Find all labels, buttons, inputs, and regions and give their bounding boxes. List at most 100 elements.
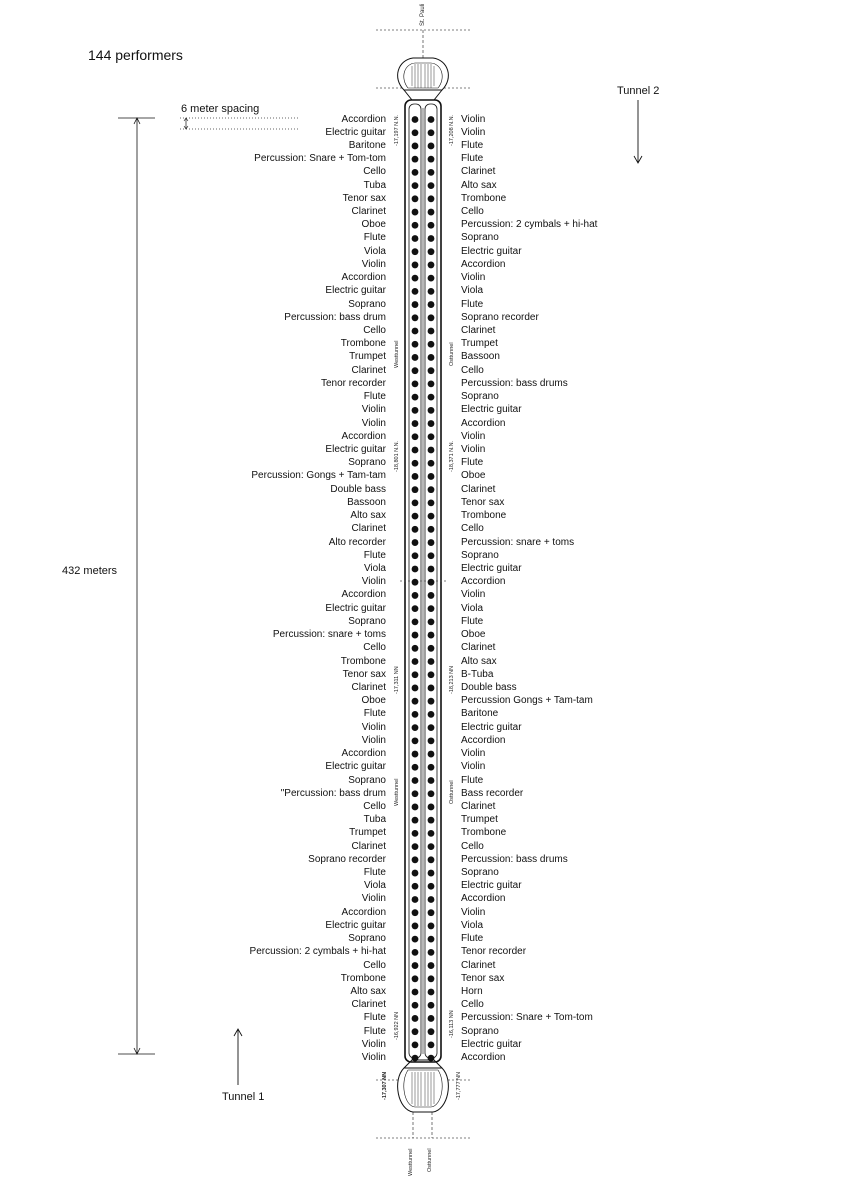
west-performer-label: Bassoon (347, 496, 386, 508)
west-performer-dot (411, 975, 419, 983)
east-performer-dot (427, 142, 435, 150)
west-performer-dot (411, 473, 419, 480)
west-performer-label: Flute (363, 867, 386, 879)
tunnel-name-east-upper: Osttunnel (449, 342, 455, 366)
west-performer-label: Violin (361, 258, 386, 270)
elevation-left-2: -18,801 N.N. (394, 440, 400, 472)
east-performer-dot (427, 552, 435, 560)
east-performer-label: Cello (461, 840, 484, 852)
east-performer-label: Electric guitar (461, 721, 522, 733)
west-performer-label: Tuba (363, 814, 386, 826)
east-performer-label: Flute (461, 298, 484, 310)
west-performer-dot (411, 486, 419, 494)
east-performer-label: Accordion (461, 1052, 506, 1064)
west-performer-dot (411, 816, 419, 824)
west-performer-label: Trombone (340, 338, 386, 350)
east-performer-dot (427, 155, 435, 163)
east-performer-label: Violin (461, 272, 486, 284)
west-performer-label: Alto recorder (328, 536, 386, 548)
east-performer-dot (427, 499, 435, 507)
east-performer-label: Oboe (461, 629, 486, 641)
east-performer-label: Viola (461, 285, 484, 297)
west-performer-dot (411, 869, 419, 877)
west-performer-dot (411, 962, 419, 969)
west-performer-dot (411, 367, 419, 375)
west-performer-dot (411, 261, 419, 269)
tunnel-name-east-lower: Osttunnel (449, 780, 455, 804)
east-performer-dot (427, 684, 435, 692)
west-performer-dot (411, 1041, 419, 1049)
west-performer-dot (411, 1028, 419, 1036)
west-performer-label: Violin (361, 734, 386, 746)
west-performer-dot (411, 711, 419, 718)
west-performer-dot (411, 327, 419, 335)
tunnel-name-west-lower: Westtunnel (394, 778, 400, 806)
west-performer-label: Violin (361, 1052, 386, 1064)
west-performer-label: "Percussion: bass drum (280, 787, 386, 799)
west-performer-label: Accordion (341, 748, 386, 760)
west-performer-label: Percussion: bass drum (284, 311, 386, 323)
east-performer-dot (427, 314, 435, 322)
east-performer-dot (427, 446, 435, 454)
west-performer-label: Accordion (341, 272, 386, 284)
east-performer-label: Tenor sax (461, 972, 505, 984)
east-performer-label: Violin (461, 906, 486, 918)
east-performer-dot (427, 433, 435, 441)
east-performer-label: Soprano (461, 549, 499, 561)
west-performer-dot (411, 578, 419, 586)
west-performer-label: Trombone (340, 655, 386, 667)
west-performer-dot (411, 287, 419, 295)
east-performer-dot (427, 182, 435, 190)
east-performer-dot (427, 1015, 435, 1022)
west-performer-label: Soprano (348, 774, 386, 786)
west-performer-label: Oboe (361, 695, 386, 707)
east-performer-dot (427, 354, 435, 361)
west-performer-dot (411, 182, 419, 190)
performer-dots (411, 116, 435, 1062)
east-performer-label: Tenor sax (461, 496, 505, 508)
east-performer-label: Trumpet (461, 814, 498, 826)
tunnel-1-label: Tunnel 1 (222, 1091, 265, 1103)
west-performer-label: Trumpet (349, 827, 386, 839)
west-performer-dot (411, 433, 419, 441)
west-performer-label: Tenor recorder (320, 377, 386, 389)
east-performer-label: Soprano recorder (461, 311, 539, 323)
east-performer-label: Flute (461, 153, 484, 165)
east-performer-dot (427, 935, 435, 943)
west-performer-dot (411, 697, 419, 705)
west-performer-dot (411, 618, 419, 626)
east-performer-label: Violin (461, 430, 486, 442)
east-performer-label: Trombone (461, 510, 507, 522)
west-performer-dot (411, 684, 419, 692)
tunnel-2-label: Tunnel 2 (617, 85, 660, 97)
east-performer-dot (427, 116, 435, 123)
east-performer-dot (427, 909, 435, 917)
west-performer-label: Clarinet (351, 364, 386, 376)
east-performer-label: Cello (461, 206, 484, 218)
west-performer-dot (411, 301, 419, 308)
elevation-left-3: -17,311 NN (394, 666, 400, 694)
east-performer-label: Soprano (461, 867, 499, 879)
performers-count-title: 144 performers (88, 47, 183, 63)
west-performer-label: Double bass (330, 483, 386, 495)
west-performer-dot (411, 737, 419, 745)
east-performer-dot (427, 380, 435, 388)
west-performer-dot (411, 565, 419, 573)
bottom-station-shape (397, 1059, 449, 1113)
east-performer-dot (427, 274, 435, 282)
east-performer-dot (427, 896, 435, 903)
elevation-right-4: -16,113 NN (449, 1010, 455, 1038)
east-performer-dot (427, 750, 435, 758)
west-performer-dot (411, 354, 419, 361)
east-performer-label: Clarinet (461, 325, 496, 337)
west-performer-dot (411, 1001, 419, 1009)
east-performer-dot (427, 658, 435, 665)
spacing-arrow-top (183, 117, 189, 122)
west-performer-label: Baritone (348, 139, 386, 151)
station-bottom-right-label: Osttunnel (427, 1148, 433, 1172)
west-performer-label: Flute (363, 1025, 386, 1037)
west-performer-label: Clarinet (351, 681, 386, 693)
east-performer-dot (427, 486, 435, 494)
east-performer-label: Clarinet (461, 642, 496, 654)
